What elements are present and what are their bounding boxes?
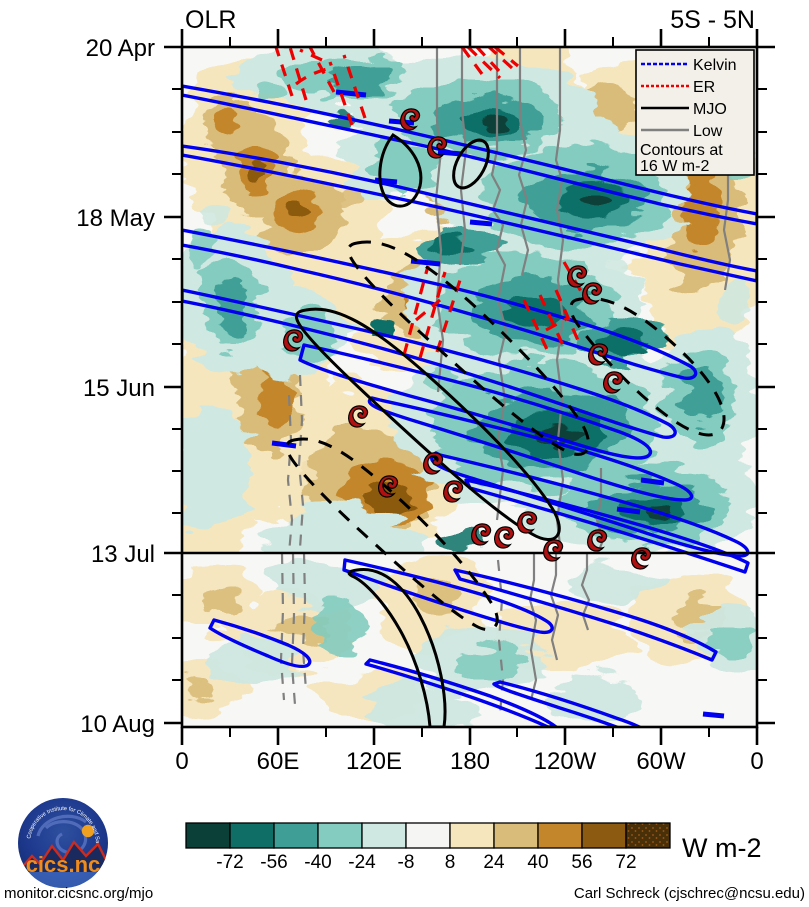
colorbar-swatch-10: [625, 822, 671, 849]
colorbar-label-24: 24: [483, 852, 505, 873]
colorbar-label--8: -8: [398, 852, 415, 873]
colorbar-label-56: 56: [571, 852, 592, 873]
legend-box: [635, 49, 755, 176]
colorbar-label-72: 72: [615, 852, 636, 873]
y-axis-labels: 20 Apr 18 May 15 Jun 13 Jul 10 Aug: [76, 35, 155, 738]
colorbar-unit-label: W m-2: [682, 833, 761, 863]
plot-axes: [164, 29, 775, 745]
y-major-ticks: [164, 45, 775, 725]
colorbar-label--56: -56: [260, 852, 287, 873]
colorbar-swatch-4: [361, 822, 407, 849]
x-tick-label-360: 0: [750, 748, 763, 775]
colorbar-label-8: 8: [445, 852, 456, 873]
x-tick-label-180: 180: [450, 748, 490, 775]
legend-note-line2: 16 W m-2: [640, 158, 709, 175]
kelvin-wave-contours: [182, 84, 757, 727]
author-credit[interactable]: Carl Schreck (cjschrec@ncsu.edu): [574, 885, 805, 902]
x-axis-labels: 0 60E 120E 180 120W 60W 0: [175, 748, 763, 775]
colorbar-swatch-1: [229, 822, 275, 849]
y-tick-label-10aug: 10 Aug: [80, 711, 155, 738]
colorbar-swatch-6: [449, 822, 495, 849]
monitor-url[interactable]: monitor.cicsnc.org/mjo: [4, 885, 153, 902]
legend: Kelvin ER MJO Low Contours at 16 W m-2: [635, 49, 755, 176]
logo-wordmark: cics.nc: [26, 852, 101, 877]
colorbar-swatch-0: [185, 822, 231, 849]
colorbar-label--72: -72: [216, 852, 243, 873]
mjo-contours: [285, 133, 726, 727]
colorbar: -72 -56 -40 -24 -8 8 24 40 56 72 W m-2: [185, 822, 761, 873]
x-tick-label-120w: 120W: [534, 748, 597, 775]
y-tick-label-20apr: 20 Apr: [86, 35, 155, 62]
latitude-band-label: 5S - 5N: [670, 6, 755, 34]
legend-label-kelvin: Kelvin: [693, 57, 737, 74]
x-minor-ticks: [229, 37, 710, 737]
equatorial-rossby-contours: [274, 47, 588, 359]
colorbar-swatch-5: [405, 822, 451, 849]
y-tick-label-13jul: 13 Jul: [91, 541, 155, 568]
colorbar-tick-labels: -72 -56 -40 -24 -8 8 24 40 56 72: [216, 852, 636, 873]
colorbar-label--24: -24: [348, 852, 376, 873]
y-tick-label-15jun: 15 Jun: [83, 375, 155, 402]
page-title: OLR: [185, 6, 236, 34]
x-tick-label-60w: 60W: [636, 748, 686, 775]
x-tick-label-60e: 60E: [257, 748, 300, 775]
y-minor-ticks: [172, 88, 767, 681]
legend-note-line1: Contours at: [640, 142, 723, 159]
colorbar-swatch-3: [317, 822, 363, 849]
x-major-ticks: [180, 29, 759, 745]
legend-label-mjo: MJO: [693, 101, 727, 118]
colorbar-swatch-7: [493, 822, 539, 849]
colorbar-swatch-8: [537, 822, 583, 849]
cicsnc-logo[interactable]: Cooperative Institute for Climate and Sa…: [0, 0, 112, 899]
colorbar-swatches: [185, 822, 671, 849]
x-tick-label-0: 0: [175, 748, 188, 775]
legend-label-low: Low: [693, 123, 723, 140]
x-tick-label-120e: 120E: [346, 748, 402, 775]
colorbar-label-40: 40: [527, 852, 548, 873]
colorbar-swatch-2: [273, 822, 319, 849]
colorbar-swatch-9: [581, 822, 627, 849]
colorbar-label--40: -40: [304, 852, 331, 873]
y-tick-label-18may: 18 May: [76, 205, 155, 232]
legend-label-er: ER: [693, 79, 715, 96]
